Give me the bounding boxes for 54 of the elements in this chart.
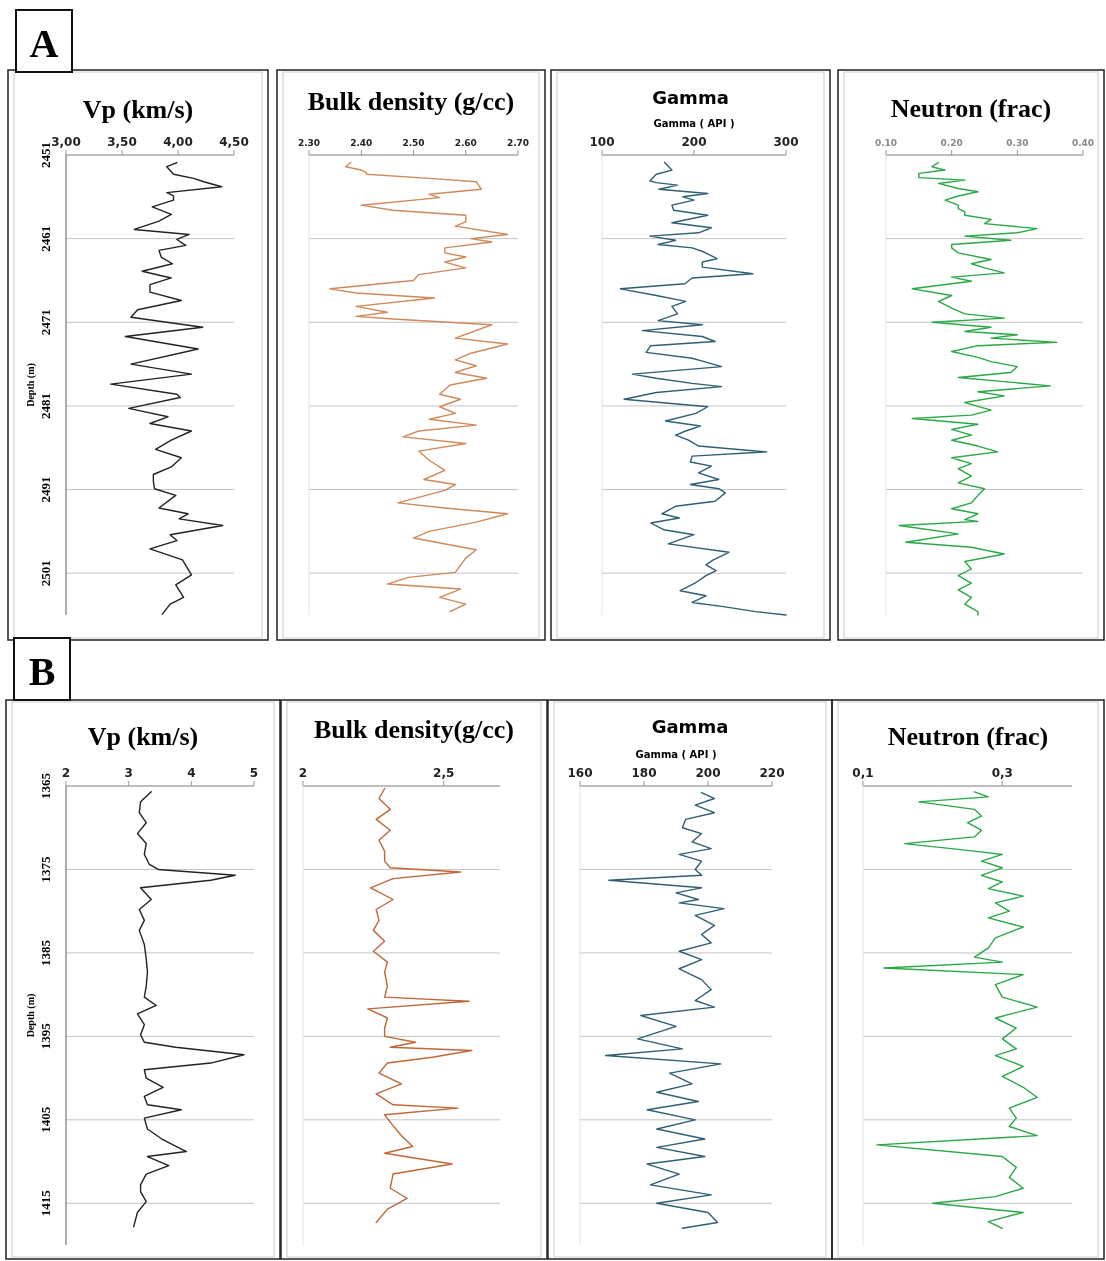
text: A <box>29 21 59 66</box>
x-tick-label: 2.40 <box>350 138 373 148</box>
x-tick-label: 0.40 <box>1071 138 1095 148</box>
x-tick-label: 160 <box>567 766 593 780</box>
x-tick-label: 200 <box>695 766 721 780</box>
x-tick-label: 4,50 <box>219 135 249 149</box>
x-tick-label: 2 <box>61 766 71 780</box>
x-tick-label: 0.30 <box>1006 138 1029 148</box>
x-tick-label: 2.50 <box>402 138 425 148</box>
y-axis-title: Depth (m) <box>25 993 37 1038</box>
x-tick-label: 2.70 <box>506 138 530 148</box>
y-tick-label: 2451 <box>38 142 53 168</box>
x-axis-title: Gamma ( API ) <box>635 749 717 760</box>
y-tick-label: 1385 <box>38 939 53 966</box>
chart-title: Vp (km/s) <box>87 722 199 751</box>
chart-title: Gamma <box>651 716 729 737</box>
x-tick-label: 0.20 <box>940 138 963 148</box>
y-tick-label: 2481 <box>38 392 53 419</box>
x-tick-label: 300 <box>773 135 799 149</box>
x-axis-title: Gamma ( API ) <box>653 118 735 129</box>
x-tick-label: 4,00 <box>163 135 193 149</box>
chart-title: Bulk density(g/cc) <box>313 715 515 744</box>
x-tick-label: 180 <box>631 766 657 780</box>
y-tick-label: 1415 <box>38 1189 53 1217</box>
x-tick-label: 220 <box>759 766 785 780</box>
chart-title: Neutron (frac) <box>890 94 1052 123</box>
x-tick-label: 200 <box>681 135 707 149</box>
y-tick-label: 1365 <box>38 772 53 799</box>
x-tick-label: 2,5 <box>433 766 455 780</box>
chart-title: Vp (km/s) <box>82 95 194 124</box>
y-tick-label: 1395 <box>38 1022 53 1050</box>
x-tick-label: 2.30 <box>297 138 321 148</box>
x-tick-label: 0,3 <box>991 766 1013 780</box>
y-tick-label: 2461 <box>38 225 53 252</box>
y-tick-label: 2471 <box>38 309 53 336</box>
x-tick-label: 2.60 <box>454 138 477 148</box>
x-tick-label: 5 <box>249 766 259 780</box>
x-tick-label: 0,1 <box>852 766 874 780</box>
x-tick-label: 2 <box>298 766 308 780</box>
x-tick-label: 3 <box>124 766 133 780</box>
x-tick-label: 0.10 <box>874 138 898 148</box>
y-tick-label: 1375 <box>38 855 53 883</box>
chart-title: Bulk density (g/cc) <box>307 87 515 116</box>
text: B <box>28 649 56 694</box>
x-tick-label: 3,50 <box>107 135 137 149</box>
y-tick-label: 2491 <box>38 476 53 503</box>
x-tick-label: 100 <box>589 135 615 149</box>
y-tick-label: 1405 <box>38 1106 53 1133</box>
y-axis-title: Depth (m) <box>25 363 37 407</box>
x-tick-label: 4 <box>187 766 196 780</box>
x-tick-label: 3,00 <box>51 135 81 149</box>
chart-title: Neutron (frac) <box>887 722 1049 751</box>
y-tick-label: 2501 <box>38 560 53 587</box>
chart-title: Gamma <box>652 87 729 108</box>
